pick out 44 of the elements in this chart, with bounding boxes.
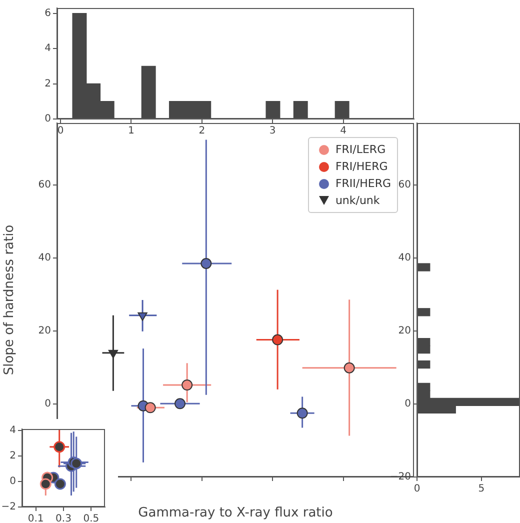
x-tick-label: 0.5 <box>83 514 100 523</box>
point <box>174 398 186 410</box>
y-tick-label: 40 <box>398 252 411 264</box>
y-tick-label: 20 <box>398 326 411 337</box>
legend-label: unk/unk <box>335 194 380 207</box>
y-tick-label: 60 <box>38 180 51 191</box>
x-tick-label: 4 <box>340 126 346 137</box>
x-tick-label: 0 <box>57 126 64 137</box>
point <box>54 478 66 490</box>
legend-label: FRII/HERG <box>335 177 391 190</box>
y-tick-label: 0 <box>44 398 51 410</box>
y-tick-label: 6 <box>44 8 51 19</box>
x-tick-label: 0.1 <box>28 514 44 523</box>
y-tick-label: 40 <box>38 252 51 264</box>
y-tick-label: 0 <box>10 476 16 488</box>
point <box>40 478 52 490</box>
x-tick-label: 2 <box>198 126 206 137</box>
y-tick-label: 4 <box>10 424 16 436</box>
y-tick-label: −2 <box>1 502 16 513</box>
point <box>182 380 193 391</box>
point <box>272 334 284 346</box>
x-tick-label: 1 <box>128 126 134 137</box>
x-tick-label: 0.3 <box>56 514 72 523</box>
y-axis-title: Slope of hardness ratio <box>2 224 18 376</box>
point <box>54 441 66 453</box>
point <box>144 402 156 414</box>
point <box>108 350 118 358</box>
point <box>138 312 148 321</box>
y-tick-label: 60 <box>398 180 411 191</box>
point <box>70 458 82 470</box>
y-tick-label: 0 <box>404 398 411 410</box>
legend-label: FRI/HERG <box>335 160 388 173</box>
point <box>200 258 212 270</box>
y-tick-label: 2 <box>10 450 16 462</box>
legend-label: FRI/LERG <box>335 143 386 156</box>
x-tick-label: 5 <box>478 484 485 495</box>
point <box>344 362 355 374</box>
y-tick-label: 20 <box>38 326 51 337</box>
x-tick-label: 3 <box>269 126 276 137</box>
y-tick-label: 4 <box>44 43 51 54</box>
y-tick-label: 2 <box>44 78 51 90</box>
x-axis-title: Gamma-ray to X-ray flux ratio <box>138 506 333 521</box>
y-tick-label: 0 <box>44 114 51 125</box>
point <box>296 408 308 419</box>
